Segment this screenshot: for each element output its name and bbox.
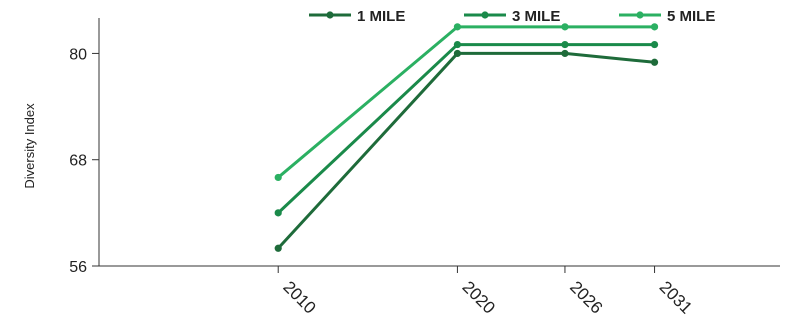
x-axis: 2010 2020 2026 2031	[277, 266, 696, 318]
data-point	[650, 40, 659, 49]
legend-swatch-marker	[636, 11, 644, 19]
legend-label: 1 MILE	[357, 8, 405, 25]
x-tick-label: 2010	[279, 277, 319, 317]
legend-label: 5 MILE	[667, 8, 715, 25]
series-line	[276, 25, 657, 179]
legend-item: 5 MILE	[619, 8, 715, 25]
y-tick-label: 68	[69, 153, 87, 170]
y-tick-label: 80	[69, 46, 87, 63]
legend-item: 3 MILE	[464, 8, 560, 25]
data-point	[274, 173, 282, 182]
series-line	[276, 43, 657, 215]
data-point	[650, 23, 659, 31]
legend-item: 1 MILE	[309, 8, 405, 25]
legend: 1 MILE 3 MILE 5 MILE	[309, 8, 715, 25]
data-point	[453, 40, 462, 49]
data-point	[453, 23, 462, 31]
legend-swatch-marker	[326, 11, 334, 19]
data-point	[561, 23, 569, 31]
data-point	[561, 40, 569, 49]
y-axis: 56 68 80	[69, 46, 99, 276]
x-tick-label: 2026	[566, 277, 606, 317]
x-tick-label: 2020	[459, 277, 499, 317]
data-point	[650, 58, 659, 66]
series	[274, 23, 659, 182]
series	[274, 40, 659, 217]
legend-swatch-marker	[481, 11, 489, 19]
legend-label: 3 MILE	[512, 8, 560, 25]
y-axis-title: Diversity Index	[22, 103, 37, 189]
series-line	[276, 51, 657, 250]
data-point	[274, 209, 282, 217]
series-group	[274, 23, 659, 252]
x-tick-label: 2031	[656, 277, 696, 317]
y-tick-label: 56	[69, 259, 87, 276]
data-point	[561, 49, 569, 58]
data-point	[274, 244, 282, 252]
series	[274, 49, 659, 252]
data-point	[453, 49, 462, 58]
